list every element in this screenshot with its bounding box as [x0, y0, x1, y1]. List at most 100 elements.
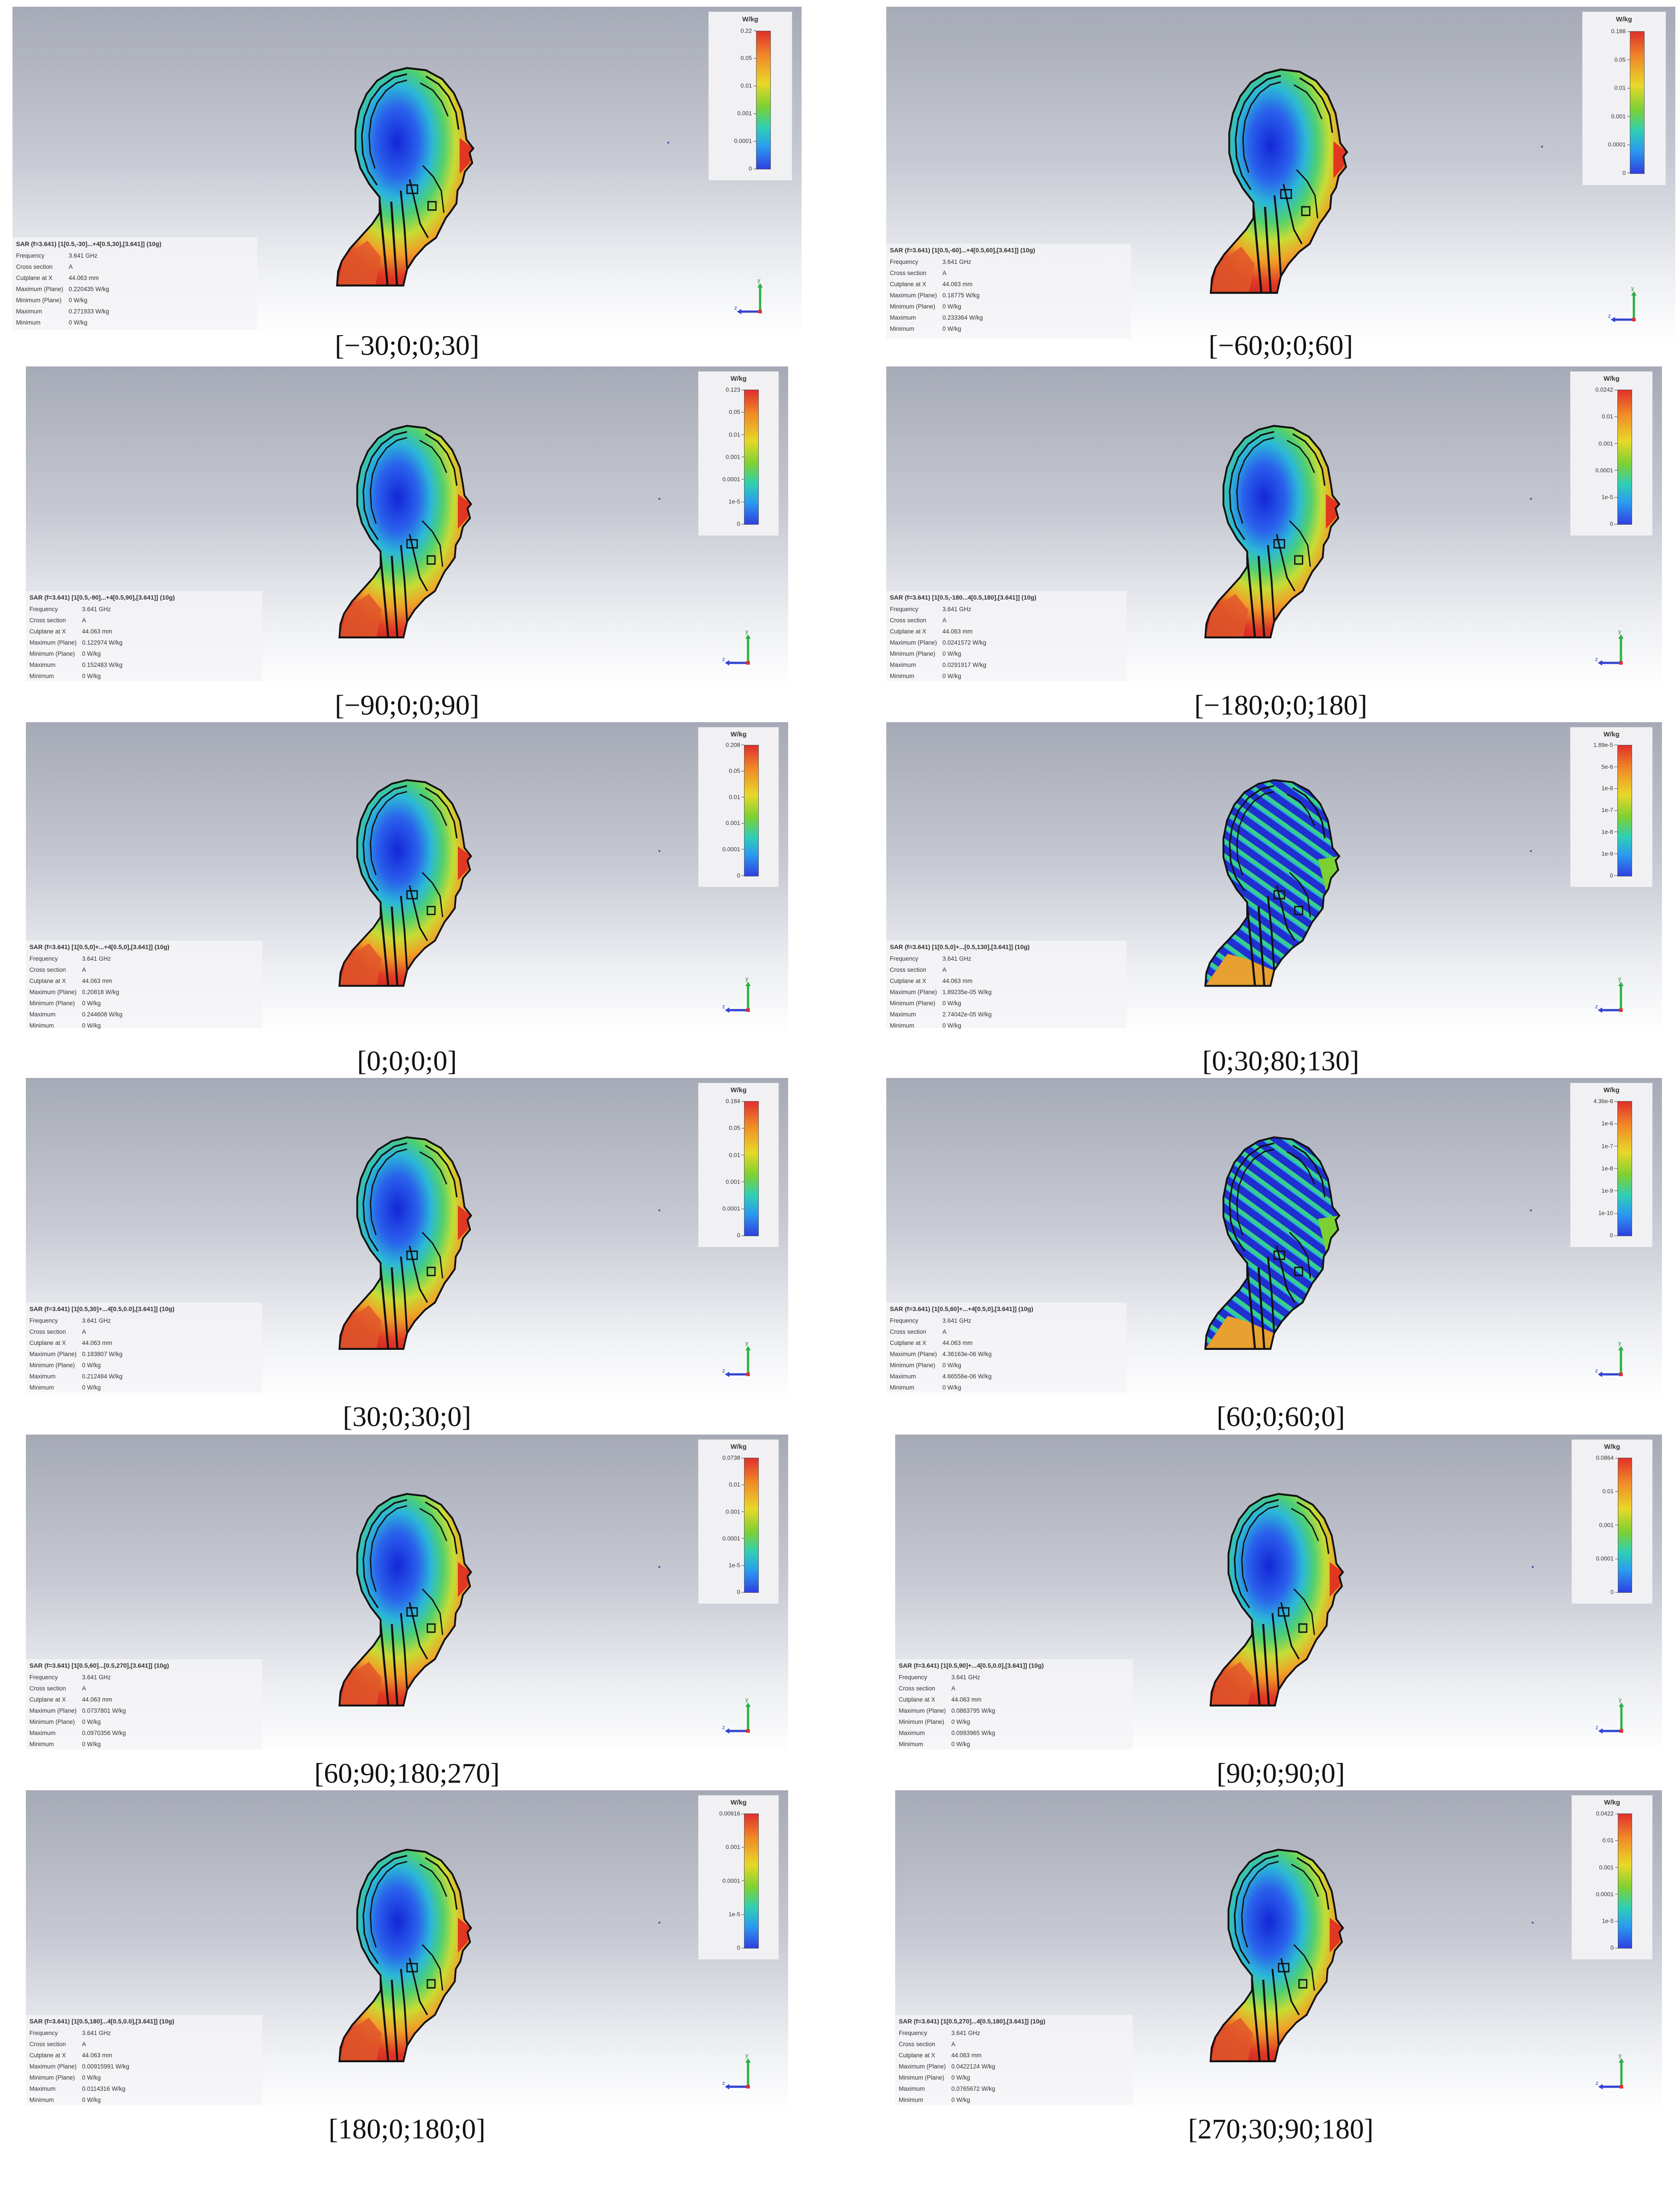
info-row: Frequency 3.641 GHz — [886, 953, 1127, 964]
info-row: Minimum (Plane) 0 W/kg — [26, 648, 262, 659]
info-key: Minimum — [29, 1022, 54, 1029]
info-key: Maximum (Plane) — [29, 989, 77, 995]
info-row: Minimum 0 W/kg — [895, 1739, 1133, 1750]
legend-tick-label: 1e-5 — [728, 1911, 745, 1918]
info-value: 3.641 GHz — [942, 606, 971, 613]
info-box: SAR (f=3.641) [1[0.5,-30]...+4[0.5,30],[… — [12, 238, 257, 330]
y-axis-label: y — [1619, 1696, 1622, 1703]
y-axis-label: y — [745, 975, 749, 982]
info-row: Frequency 3.641 GHz — [26, 604, 262, 615]
info-key: Frequency — [16, 252, 45, 259]
info-key: Maximum (Plane) — [899, 1707, 946, 1714]
legend-tick-label: 1e-9 — [1601, 850, 1618, 857]
axes-triad: y z — [722, 1696, 758, 1736]
info-row: Maximum 0.0993965 W/kg — [895, 1727, 1133, 1739]
info-key: Maximum — [890, 1373, 916, 1380]
panel-caption: [−60;0;0;60] — [1208, 329, 1353, 361]
info-value: 44.063 mm — [942, 628, 973, 635]
info-value: A — [82, 2041, 86, 2048]
info-row: Minimum (Plane) 0 W/kg — [886, 648, 1127, 659]
legend-tick-label: 1e-5 — [728, 1562, 745, 1569]
y-axis-label: y — [1631, 285, 1634, 292]
info-value: 0 W/kg — [942, 1384, 962, 1391]
info-row: Maximum (Plane) 0.0422124 W/kg — [895, 2061, 1133, 2072]
sar-panel-9: W/kg 0.0738 0.01 0.001 0.0001 1e-5 0 SAR (f=3… — [12, 1435, 802, 1796]
info-key: Frequency — [29, 955, 58, 962]
info-key: Maximum — [899, 1730, 925, 1736]
info-value: 0 W/kg — [942, 303, 962, 310]
sar-panel-4: W/kg 0.0242 0.01 0.001 0.0001 1e-5 0 SAR (f=3… — [886, 366, 1675, 728]
legend-tick-label: 0.208 — [725, 741, 744, 748]
panel-caption: [−90;0;0;90] — [334, 689, 480, 721]
info-key: Cross section — [890, 966, 926, 973]
info-row: Cross section A — [886, 1326, 1127, 1337]
color-legend: W/kg 0.123 0.05 0.01 0.001 0.0001 1e-5 0 — [698, 371, 779, 536]
info-row: Frequency 3.641 GHz — [12, 250, 257, 261]
info-title: SAR (f=3.641) [1[0.5,60]+...+4[0.5,0],[3… — [890, 1305, 1033, 1312]
color-bar — [756, 30, 771, 170]
z-axis-label: z — [1595, 656, 1598, 662]
info-row: Minimum (Plane) 0 W/kg — [26, 2072, 262, 2083]
color-legend: W/kg 0.0242 0.01 0.001 0.0001 1e-5 0 — [1570, 371, 1653, 536]
info-rows: Frequency 3.641 GHz Cross section A Cutplane… — [12, 250, 257, 328]
info-row: Maximum (Plane) 0.18775 W/kg — [886, 290, 1131, 301]
info-value: 3.641 GHz — [951, 2030, 980, 2036]
info-row: Minimum 0 W/kg — [886, 1382, 1127, 1393]
info-row: Frequency 3.641 GHz — [26, 2027, 262, 2039]
info-key: Minimum — [890, 1022, 914, 1029]
info-value: A — [942, 617, 947, 624]
info-value: 0 W/kg — [69, 297, 88, 304]
info-key: Cross section — [29, 1328, 66, 1335]
axes-triad: y z — [1595, 628, 1631, 668]
info-key: Minimum — [29, 2097, 54, 2103]
color-bar — [1617, 1458, 1633, 1593]
panel-caption: [−180;0;0;180] — [1194, 689, 1368, 721]
z-axis-label: z — [734, 304, 737, 311]
sar-panel-7: W/kg 0.184 0.05 0.01 0.001 0.0001 0 SAR (f=3.… — [12, 1078, 802, 1439]
legend-tick-label: 1e-10 — [1598, 1209, 1618, 1217]
info-row: Frequency 3.641 GHz — [26, 953, 262, 964]
info-row: Minimum 0 W/kg — [26, 1739, 262, 1750]
info-value: 0 W/kg — [82, 650, 101, 657]
info-key: Maximum (Plane) — [29, 639, 77, 646]
info-row: Maximum 0.244608 W/kg — [26, 1009, 262, 1020]
info-row: Minimum (Plane) 0 W/kg — [26, 1716, 262, 1727]
info-row: Cutplane at X 44.063 mm — [26, 2050, 262, 2061]
info-row: Minimum (Plane) 0 W/kg — [886, 998, 1127, 1009]
info-box: SAR (f=3.641) [1[0.5,0]+...+4[0.5,0],[3.… — [26, 941, 263, 1029]
info-row: Cutplane at X 44.063 mm — [886, 975, 1127, 987]
info-key: Maximum — [890, 662, 916, 668]
info-key: Minimum (Plane) — [899, 2074, 945, 2081]
info-row: Maximum (Plane) 0.20818 W/kg — [26, 987, 262, 998]
axes-triad: y z — [1608, 285, 1644, 325]
info-value: A — [69, 263, 73, 270]
info-key: Frequency — [29, 1674, 58, 1681]
info-value: 3.641 GHz — [951, 1674, 980, 1681]
view-pivot-marker — [1531, 1566, 1534, 1568]
legend-tick-label: 0 — [737, 1588, 745, 1595]
legend-tick-label: 0.01 — [1614, 84, 1631, 91]
info-row: Cutplane at X 44.063 mm — [26, 975, 262, 987]
info-value: 0 W/kg — [82, 1719, 101, 1725]
info-key: Cross section — [29, 617, 66, 624]
info-key: Minimum (Plane) — [890, 1362, 936, 1369]
info-row: Cross section A — [12, 261, 257, 272]
sar-panel-8: W/kg 4.36e-6 1e-6 1e-7 1e-8 1e-9 1e-10 0 SAR (… — [886, 1078, 1675, 1439]
info-value: A — [942, 966, 947, 973]
info-value: 0.0993965 W/kg — [951, 1730, 995, 1736]
info-key: Cutplane at X — [16, 275, 53, 281]
legend-tick-label: 0 — [1610, 872, 1618, 879]
color-bar — [744, 1101, 759, 1237]
info-value: 3.641 GHz — [82, 955, 111, 962]
info-value: 0 W/kg — [942, 1022, 962, 1029]
info-row: Maximum (Plane) 0.122974 W/kg — [26, 637, 262, 648]
info-row: Maximum 0.0291917 W/kg — [886, 659, 1127, 670]
info-title: SAR (f=3.641) [1[0.5,180]...4[0.5,0.0],[… — [29, 2018, 174, 2025]
info-value: 0.18775 W/kg — [942, 292, 980, 299]
color-legend: W/kg 0.0422 0.01 0.001 0.0001 1e-5 0 — [1571, 1795, 1653, 1960]
sar-panel-6: W/kg 1.89e-5 5e-6 1e-6 1e-7 1e-8 1e-9 0 SAR (f… — [886, 722, 1675, 1083]
legend-tick-label: 0 — [737, 1944, 745, 1951]
legend-tick-label: 5e-6 — [1601, 763, 1618, 770]
info-value: 44.063 mm — [82, 2052, 112, 2059]
legend-tick-label: 1e-6 — [1601, 1120, 1618, 1127]
